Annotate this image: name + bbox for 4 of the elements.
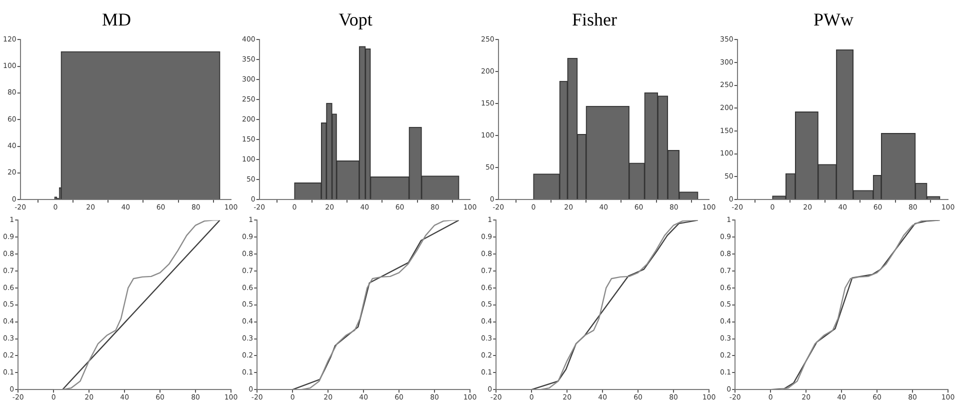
chart-title: PWw — [814, 10, 854, 30]
chart-title: MD — [102, 10, 132, 30]
chart-title: Vopt — [338, 10, 372, 30]
chart-title: Fisher — [572, 10, 618, 30]
